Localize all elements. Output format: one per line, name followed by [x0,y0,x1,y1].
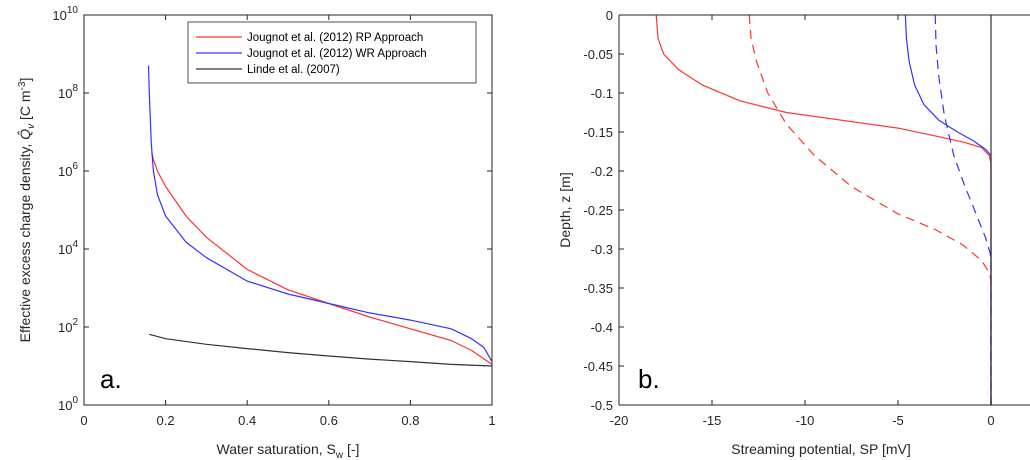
chart-b-x-axis: -20-15-10-505 [610,15,995,428]
chart-b-panel-label: b. [638,364,660,394]
chart-a-legend: Jougnot et al. (2012) RP Approach Jougno… [187,21,477,84]
legend-label-wr: Jougnot et al. (2012) WR Approach [247,48,427,60]
chart-b: -20-15-10-505 0-0.05-0.1-0.15-0.2-0.25-0… [557,8,1030,457]
chart-b-series-line-0 [655,15,992,405]
chart-a-y-axis: 100 102 104 106 108 1010 [52,5,492,413]
chart-a-x-tick-label: 1 [488,413,495,428]
chart-b-y-tick-label: -0.2 [591,164,613,179]
chart-a-y-tick-label: 1010 [52,5,78,23]
chart-a-x-tick-label: 0 [80,413,87,428]
chart-b-plot-area [619,15,1030,405]
chart-a-x-axis-label: Water saturation, Sw [-] [217,441,360,460]
chart-b-x-axis-label: Streaming potential, SP [mV] [731,441,911,457]
chart-a-x-tick-label: 0.6 [320,413,338,428]
chart-b-y-tick-label: -0.15 [583,125,613,140]
chart-a-x-tick-label: 0.2 [157,413,175,428]
chart-b-y-tick-label: -0.3 [591,242,613,257]
chart-a-y-axis-label: Effective excess charge density, Q̂v [C … [17,78,37,343]
chart-a-series-line-2 [149,333,492,367]
chart-b-y-axis-label: Depth, z [m] [557,172,573,247]
chart-b-y-tick-label: 0 [606,8,613,23]
chart-a-series-line-1 [147,65,492,362]
chart-a-y-tick-label: 102 [58,317,78,335]
chart-a-x-tick-label: 0.8 [401,413,419,428]
chart-b-x-tick-label: -5 [892,413,904,428]
chart-b-y-tick-label: -0.45 [583,359,613,374]
chart-a-series-group [147,65,492,367]
chart-b-y-axis: 0 -0.05 -0.1 -0.15 -0.2 -0.25 -0.3 -0.35 -0.4 -0.… [583,8,624,413]
chart-b-x-tick-label: 0 [987,413,994,428]
chart-b-series-line-2 [904,15,992,405]
chart-a: 0 0.2 0.4 0.6 0.8 1 100 102 104 106 108 1010 a. Wa… [17,5,496,460]
chart-b-series-group [655,15,992,405]
chart-a-panel-label: a. [100,364,122,394]
chart-b-x-tick-label: -20 [610,413,629,428]
legend-label-linde: Linde et al. (2007) [247,64,340,76]
chart-b-x-tick-label: -10 [796,413,815,428]
chart-a-y-tick-label: 100 [58,395,78,413]
chart-a-y-tick-label: 108 [58,83,78,101]
chart-a-x-axis: 0 0.2 0.4 0.6 0.8 1 [80,15,496,428]
chart-b-y-tick-label: -0.5 [591,398,613,413]
chart-a-series-line-0 [151,152,492,365]
chart-b-y-tick-label: -0.25 [583,203,613,218]
chart-b-y-tick-label: -0.4 [591,320,613,335]
chart-a-y-tick-label: 106 [58,161,78,179]
chart-a-axes-box [83,14,493,406]
chart-b-series-line-1 [748,15,992,405]
chart-a-y-tick-label: 104 [58,239,78,257]
chart-b-series-line-3 [934,15,992,405]
chart-a-x-tick-label: 0.4 [238,413,256,428]
chart-b-y-tick-label: -0.35 [583,281,613,296]
chart-b-x-tick-label: -15 [703,413,722,428]
chart-b-y-tick-label: -0.05 [583,47,613,62]
legend-label-rp: Jougnot et al. (2012) RP Approach [247,32,423,44]
chart-b-y-tick-label: -0.1 [591,86,613,101]
